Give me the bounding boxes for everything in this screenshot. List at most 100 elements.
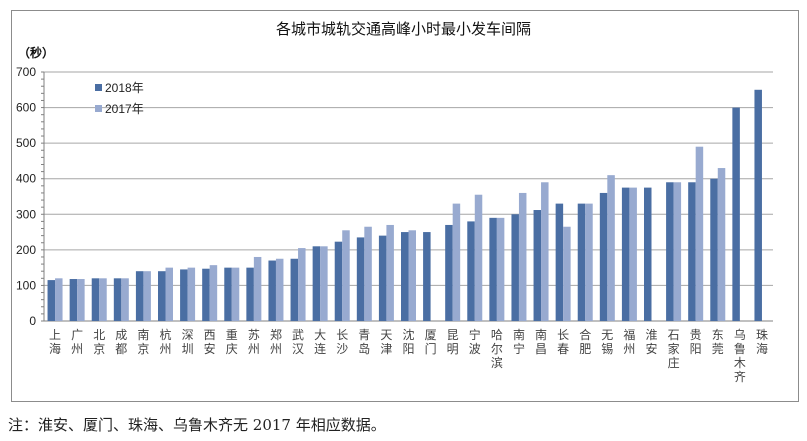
bar-2017 (209, 265, 218, 321)
x-tick-label: 京 (93, 342, 105, 356)
bar-2018 (378, 235, 387, 321)
bar-2018 (180, 269, 188, 321)
x-tick-label: 州 (623, 342, 635, 356)
x-tick-label: 青 (358, 328, 370, 342)
category-group: 南京 (135, 271, 151, 356)
bar-2018 (356, 237, 365, 321)
x-tick-label: 莞 (712, 342, 724, 356)
category-group: 无锡 (599, 175, 615, 356)
x-tick-label: 家 (668, 341, 680, 356)
bar-2018 (599, 192, 608, 321)
bar-2017 (541, 182, 549, 321)
bar-2017 (187, 267, 196, 321)
bar-2018 (202, 268, 210, 321)
x-tick-label: 上 (49, 328, 61, 342)
y-tick-label: 300 (16, 207, 36, 221)
x-tick-label: 阳 (690, 342, 702, 356)
bar-2018 (577, 203, 586, 321)
x-tick-label: 门 (425, 341, 437, 356)
x-tick-label: 庆 (226, 342, 238, 356)
category-group: 重庆 (224, 267, 240, 356)
bar-2017 (253, 256, 262, 321)
x-tick-label: 木 (734, 356, 746, 370)
bar-2017 (231, 267, 240, 321)
x-tick-label: 天 (380, 328, 392, 342)
legend-swatch (95, 84, 102, 91)
x-tick-label: 津 (380, 342, 392, 356)
x-tick-label: 安 (645, 341, 657, 356)
y-tick-label: 400 (16, 172, 36, 186)
x-tick-label: 汉 (292, 342, 304, 356)
category-group: 南昌 (533, 182, 549, 356)
x-tick-label: 州 (270, 342, 282, 356)
x-tick-label: 乌 (734, 327, 746, 342)
x-tick-label: 淮 (645, 328, 657, 342)
category-group: 沈阳 (401, 230, 416, 356)
category-group: 青岛 (356, 226, 372, 356)
bar-2017 (77, 279, 85, 321)
x-tick-label: 苏 (248, 328, 260, 342)
category-group: 郑州 (268, 258, 284, 356)
bar-2017 (386, 224, 394, 321)
category-group: 合肥 (577, 203, 593, 356)
category-group: 北京 (91, 278, 107, 356)
x-tick-label: 州 (248, 342, 260, 356)
x-tick-label: 哈 (491, 328, 503, 342)
x-tick-label: 福 (623, 327, 635, 342)
x-tick-label: 无 (601, 328, 613, 342)
legend-swatch (95, 105, 102, 112)
category-group: 广州 (69, 279, 85, 356)
y-tick-label: 600 (16, 101, 36, 115)
category-group: 淮安 (644, 187, 658, 356)
bar-2018 (312, 246, 321, 321)
bar-2018 (158, 271, 166, 321)
bar-2018 (224, 267, 232, 321)
x-tick-label: 连 (314, 341, 326, 356)
y-tick-label: 200 (16, 243, 36, 257)
bar-2018 (69, 279, 78, 321)
x-tick-label: 齐 (734, 369, 746, 384)
category-group: 杭州 (158, 267, 173, 356)
category-group: 西安 (202, 265, 218, 356)
bar-2017 (408, 230, 416, 321)
x-tick-label: 阳 (402, 342, 414, 356)
bar-2017 (298, 248, 306, 321)
bar-2017 (364, 226, 372, 321)
bar-2018 (688, 182, 696, 321)
x-tick-label: 南 (513, 327, 525, 342)
category-group: 成都 (113, 278, 129, 356)
bar-2017 (99, 278, 107, 321)
x-tick-label: 波 (469, 342, 481, 356)
category-group: 东莞 (710, 168, 726, 356)
x-tick-label: 重 (226, 328, 238, 342)
x-tick-label: 东 (712, 328, 724, 342)
x-tick-label: 长 (336, 328, 348, 342)
x-tick-label: 北 (93, 328, 105, 342)
bar-2017 (121, 278, 129, 321)
bar-2018 (334, 241, 343, 321)
x-tick-label: 深 (182, 328, 194, 342)
x-tick-label: 杭 (159, 327, 171, 342)
x-tick-label: 昆 (447, 328, 459, 342)
x-tick-label: 锡 (601, 341, 613, 356)
bar-2018 (113, 278, 122, 321)
bar-2017 (496, 217, 505, 321)
bar-2018 (710, 178, 718, 321)
chart-title: 各城市城轨交通高峰小时最小发车间隔 (275, 20, 531, 38)
x-tick-label: 长 (557, 328, 569, 342)
x-tick-label: 圳 (182, 342, 194, 356)
x-tick-label: 州 (159, 342, 171, 356)
x-tick-label: 沙 (336, 342, 348, 356)
x-tick-label: 贵 (690, 328, 702, 342)
x-tick-label: 广 (71, 328, 83, 342)
x-tick-label: 大 (314, 328, 326, 342)
bar-2017 (629, 187, 637, 321)
bar-2018 (423, 232, 431, 321)
category-group: 长沙 (334, 230, 350, 356)
bar-2018 (732, 107, 740, 321)
x-tick-label: 宁 (469, 327, 481, 342)
bar-2018 (533, 210, 542, 321)
bar-2018 (754, 89, 762, 322)
x-tick-label: 南 (535, 327, 547, 342)
